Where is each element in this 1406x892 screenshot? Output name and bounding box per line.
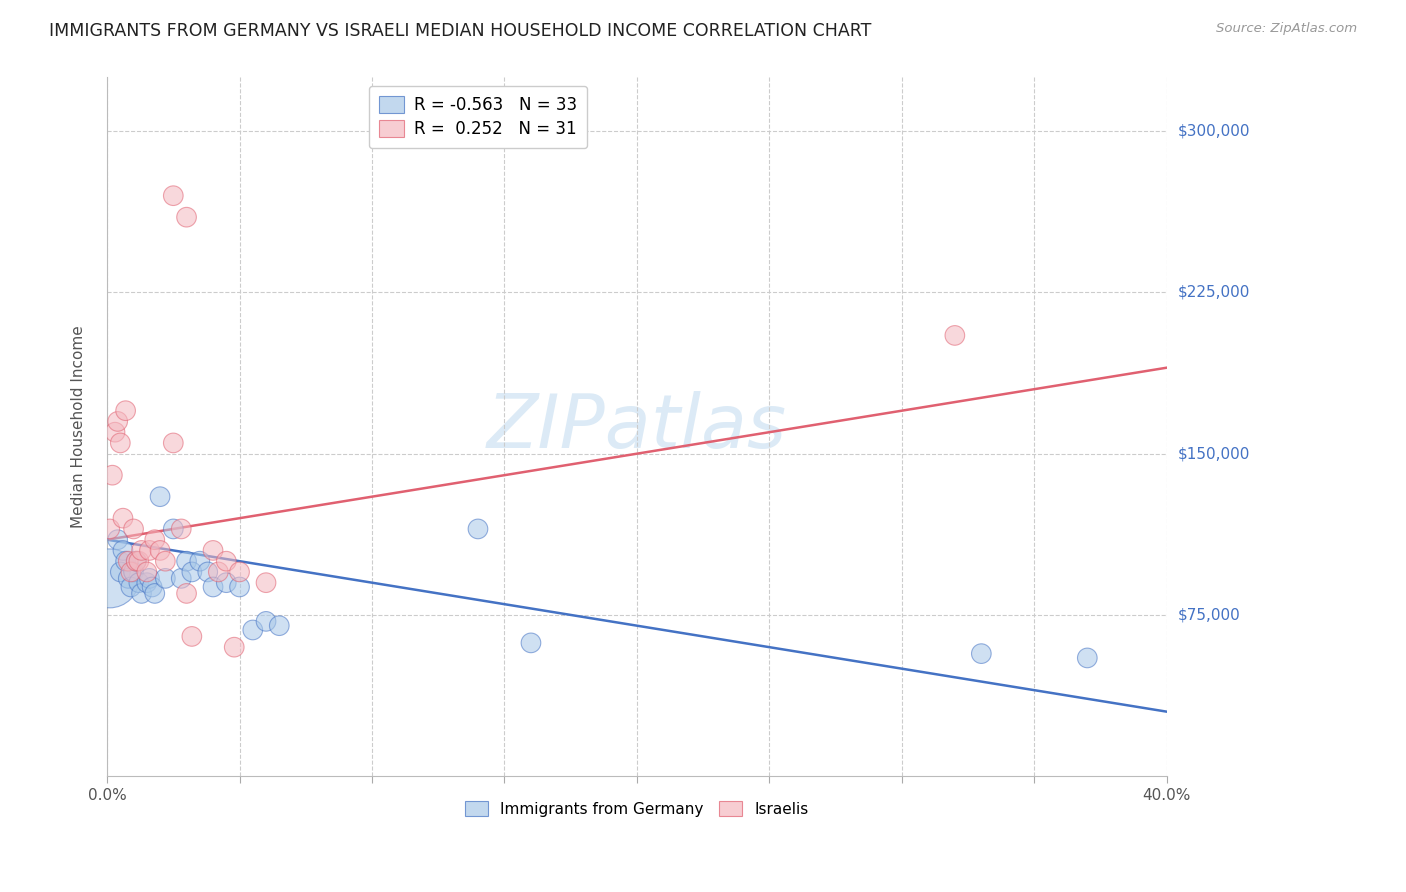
Point [110,565,132,579]
Text: Source: ZipAtlas.com: Source: ZipAtlas.com [1216,22,1357,36]
Point [228,580,250,594]
Text: IMMIGRANTS FROM GERMANY VS ISRAELI MEDIAN HOUSEHOLD INCOME CORRELATION CHART: IMMIGRANTS FROM GERMANY VS ISRAELI MEDIA… [49,22,872,40]
Point [188,554,211,568]
Point [202,543,225,558]
Point [117,571,139,585]
Text: $225,000: $225,000 [1178,285,1250,300]
Text: $75,000: $75,000 [1178,607,1240,623]
Point [128,554,150,568]
Point [114,403,136,417]
Point [180,565,202,579]
Point [162,522,184,536]
Point [131,543,153,558]
Point [122,565,145,579]
Point [970,647,993,661]
Point [242,623,264,637]
Point [101,468,124,483]
Point [107,414,129,428]
Point [176,586,198,600]
Point [197,565,219,579]
Point [467,522,489,536]
Point [254,575,277,590]
Text: $150,000: $150,000 [1178,446,1250,461]
Point [176,554,198,568]
Point [943,328,966,343]
Point [215,575,238,590]
Point [114,554,136,568]
Point [110,436,132,450]
Point [202,580,225,594]
Point [254,615,277,629]
Text: $300,000: $300,000 [1178,124,1250,138]
Point [98,522,121,536]
Point [224,640,246,655]
Point [170,522,193,536]
Point [155,571,177,585]
Point [207,565,229,579]
Point [104,425,127,440]
Point [117,554,139,568]
Point [98,571,121,585]
Y-axis label: Median Household Income: Median Household Income [72,326,86,528]
Point [120,565,142,579]
Point [120,580,142,594]
Point [138,543,160,558]
Point [125,554,148,568]
Point [122,522,145,536]
Point [141,580,163,594]
Point [111,543,134,558]
Point [128,575,150,590]
Point [1076,651,1098,665]
Text: ZIPatlas: ZIPatlas [486,391,787,463]
Legend: Immigrants from Germany, Israelis: Immigrants from Germany, Israelis [458,793,815,824]
Point [162,436,184,450]
Point [111,511,134,525]
Point [125,554,148,568]
Point [143,586,166,600]
Point [131,586,153,600]
Point [135,575,157,590]
Point [143,533,166,547]
Point [155,554,177,568]
Point [135,565,157,579]
Point [176,210,198,224]
Point [107,533,129,547]
Point [228,565,250,579]
Point [149,490,172,504]
Point [520,636,543,650]
Point [149,543,172,558]
Point [138,571,160,585]
Point [162,188,184,202]
Point [180,629,202,643]
Point [269,618,291,632]
Point [170,571,193,585]
Point [215,554,238,568]
